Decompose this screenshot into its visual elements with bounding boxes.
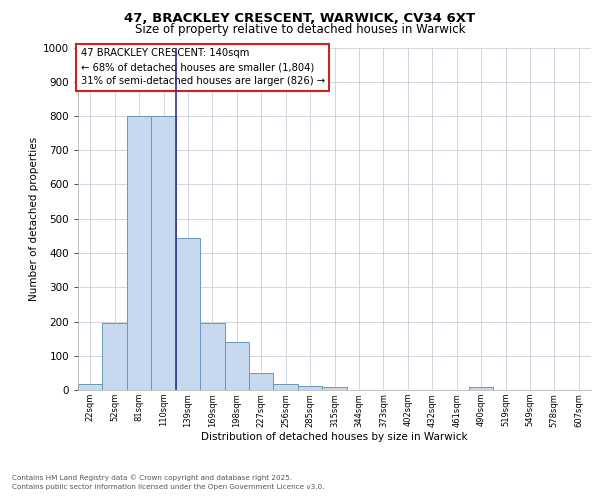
Text: Size of property relative to detached houses in Warwick: Size of property relative to detached ho… xyxy=(135,22,465,36)
Bar xyxy=(469,388,493,390)
Bar xyxy=(224,342,249,390)
Bar xyxy=(298,386,322,390)
Bar xyxy=(274,384,298,390)
Bar xyxy=(249,373,274,390)
Bar xyxy=(322,386,347,390)
Bar xyxy=(176,238,200,390)
Y-axis label: Number of detached properties: Number of detached properties xyxy=(29,136,38,301)
Bar xyxy=(103,323,127,390)
Text: Contains public sector information licensed under the Open Government Licence v3: Contains public sector information licen… xyxy=(12,484,325,490)
Bar xyxy=(200,323,224,390)
Bar xyxy=(151,116,176,390)
X-axis label: Distribution of detached houses by size in Warwick: Distribution of detached houses by size … xyxy=(201,432,468,442)
Bar xyxy=(78,384,103,390)
Bar xyxy=(127,116,151,390)
Text: 47 BRACKLEY CRESCENT: 140sqm
← 68% of detached houses are smaller (1,804)
31% of: 47 BRACKLEY CRESCENT: 140sqm ← 68% of de… xyxy=(80,48,325,86)
Text: 47, BRACKLEY CRESCENT, WARWICK, CV34 6XT: 47, BRACKLEY CRESCENT, WARWICK, CV34 6XT xyxy=(124,12,476,26)
Text: Contains HM Land Registry data © Crown copyright and database right 2025.: Contains HM Land Registry data © Crown c… xyxy=(12,474,292,481)
